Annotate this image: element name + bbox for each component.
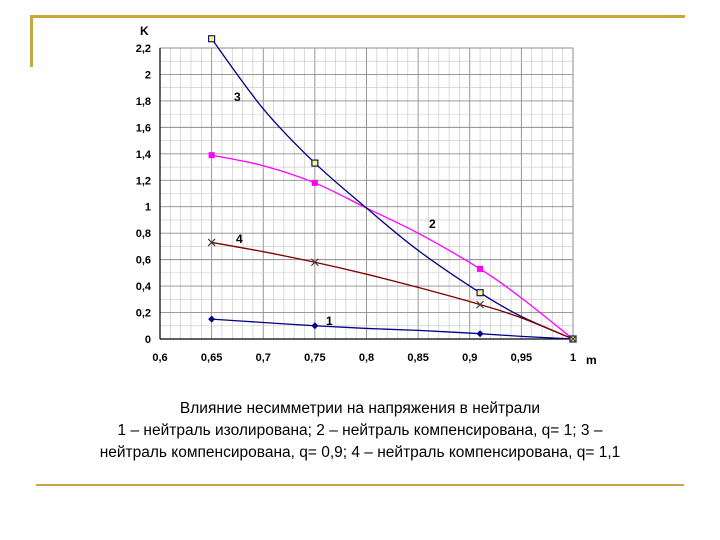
data-point-series-3 — [208, 35, 216, 43]
y-tick-label: 2,2 — [136, 43, 151, 55]
series-label-4: 4 — [236, 232, 243, 246]
x-tick-label: 1 — [570, 352, 576, 364]
series-label-2: 2 — [429, 217, 436, 231]
y-tick-label: 1,6 — [136, 122, 151, 134]
x-axis-label: m — [586, 353, 597, 367]
x-tick-label: 0,85 — [407, 352, 428, 364]
data-point-series-4 — [310, 258, 319, 267]
data-point-series-3 — [476, 289, 484, 297]
x-tick-label: 0,65 — [201, 352, 222, 364]
series-line-2 — [211, 154, 574, 340]
data-point-series-3 — [311, 159, 319, 167]
chart: 0,6 0,65 0,7 0,75 0,8 0,85 0,9 0,95 1 0 0,2 0,4 0,6 0… — [136, 24, 597, 367]
x-tick-label: 0,75 — [304, 352, 325, 364]
figure-caption: Влияние несимметрии на напряжения в нейт… — [20, 398, 700, 464]
x-tick-label: 0,9 — [462, 352, 477, 364]
frame-top-border — [30, 15, 685, 18]
data-point-series-2 — [477, 265, 484, 272]
x-tick-label: 0,95 — [511, 352, 532, 364]
x-tick-label: 0,8 — [359, 352, 374, 364]
series-label-1: 1 — [326, 314, 333, 328]
series-line-4 — [211, 241, 574, 340]
caption-line-1: Влияние несимметрии на напряжения в нейт… — [179, 400, 541, 417]
series-label-3: 3 — [234, 90, 241, 104]
data-point-series-2 — [208, 152, 215, 159]
data-point-series-1 — [208, 315, 216, 323]
data-point-series-4 — [207, 238, 216, 247]
data-point-series-1 — [311, 322, 319, 330]
series-line-3 — [211, 38, 574, 340]
caption-line-2: 1 – нейтраль изолирована; 2 – нейтраль к… — [117, 422, 603, 439]
series-line-1 — [211, 318, 574, 340]
chart-markers — [207, 35, 577, 343]
y-tick-label: 1,8 — [136, 96, 151, 108]
data-point-series-1 — [476, 330, 484, 338]
y-tick-label: 0,8 — [136, 228, 151, 240]
y-tick-label: 1,2 — [136, 175, 151, 187]
frame-bottom-border — [36, 484, 684, 486]
caption-line-3: нейтраль компенсирована, q= 0,9; 4 – ней… — [99, 444, 621, 461]
chart-ticks: 0,6 0,65 0,7 0,75 0,8 0,85 0,9 0,95 1 0 0,2 0,4 0,6 0… — [136, 43, 576, 364]
chart-curves — [211, 38, 574, 340]
y-tick-label: 1,4 — [136, 149, 152, 161]
x-tick-label: 0,7 — [256, 352, 271, 364]
y-axis-label: K — [140, 24, 149, 38]
data-point-series-4 — [569, 335, 577, 343]
chart-grid — [159, 47, 574, 340]
data-point-series-2 — [311, 179, 318, 186]
y-tick-label: 0,4 — [136, 281, 152, 293]
y-tick-label: 1 — [145, 202, 151, 214]
y-tick-label: 2 — [145, 69, 151, 81]
frame-left-border — [30, 15, 33, 67]
x-tick-label: 0,6 — [152, 352, 167, 364]
data-point-series-4 — [476, 300, 484, 309]
y-tick-label: 0,2 — [136, 308, 151, 320]
y-tick-label: 0 — [145, 334, 151, 346]
y-tick-label: 0,6 — [136, 255, 151, 267]
